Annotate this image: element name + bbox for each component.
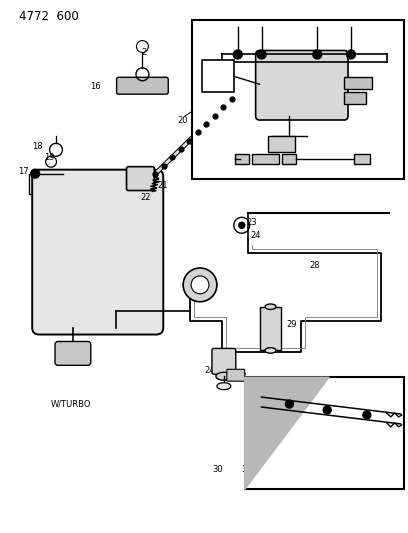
Circle shape [31,169,40,178]
Text: W/D TURBO: W/D TURBO [210,167,257,176]
FancyBboxPatch shape [55,342,91,365]
Text: 10: 10 [283,119,292,128]
Text: 11: 11 [356,148,366,157]
Text: 4772  600: 4772 600 [19,10,79,23]
Text: 16: 16 [91,82,101,91]
Bar [344,77,372,89]
FancyBboxPatch shape [227,369,245,381]
Bar [354,154,370,164]
FancyBboxPatch shape [32,169,163,335]
Text: W/O OR W/TURBO: W/O OR W/TURBO [287,379,355,389]
Text: W/TURBO: W/TURBO [51,400,91,409]
Ellipse shape [216,372,232,380]
FancyBboxPatch shape [117,77,168,94]
Circle shape [346,50,355,59]
Text: 19: 19 [44,154,54,162]
Text: 21: 21 [157,181,168,190]
Text: 1: 1 [233,20,237,29]
Bar [192,20,404,179]
Circle shape [323,406,331,414]
Text: 14: 14 [282,172,291,181]
Bar [259,306,282,350]
Ellipse shape [183,268,217,302]
Text: 7: 7 [267,127,272,136]
Circle shape [257,50,266,59]
Ellipse shape [191,276,209,294]
Text: 6: 6 [369,33,374,42]
Text: 2: 2 [378,98,383,107]
Text: 3: 3 [270,28,275,37]
Text: 22: 22 [140,193,151,202]
Text: 27: 27 [236,373,247,382]
Polygon shape [245,377,329,489]
Text: 23: 23 [246,218,257,227]
Text: 25: 25 [191,271,201,280]
FancyBboxPatch shape [256,51,348,120]
Text: 2: 2 [215,127,220,136]
Circle shape [313,50,322,59]
Text: 12: 12 [235,152,244,161]
Text: 2: 2 [249,20,254,29]
Text: 24: 24 [251,231,261,240]
Text: 1: 1 [317,20,322,29]
Text: 8: 8 [197,66,202,75]
FancyBboxPatch shape [212,349,236,374]
Text: 30: 30 [213,465,223,474]
Bar [252,154,279,164]
Text: 15: 15 [308,164,317,173]
FancyBboxPatch shape [126,167,154,190]
Ellipse shape [265,304,276,310]
Bar [268,136,295,152]
Circle shape [233,50,242,59]
Circle shape [239,222,245,228]
Bar [344,92,366,104]
Circle shape [363,411,371,419]
Text: 26: 26 [75,346,86,355]
Text: 17: 17 [18,167,29,176]
Bar [282,154,296,164]
Text: 24: 24 [205,366,215,375]
Bar [235,154,249,164]
Text: 34: 34 [381,465,392,474]
Bar [202,60,234,92]
Text: 33: 33 [348,465,359,474]
Text: 4: 4 [304,28,309,37]
Text: 31: 31 [242,465,252,474]
Ellipse shape [265,348,276,353]
Ellipse shape [217,383,231,390]
Bar [245,377,404,489]
Text: 32: 32 [299,455,310,464]
Text: 18: 18 [32,142,42,151]
Text: 7: 7 [369,84,374,93]
Text: 13: 13 [255,164,264,173]
Circle shape [286,400,293,408]
Text: 28: 28 [309,261,319,270]
Text: 9: 9 [215,56,220,65]
Text: 5: 5 [345,28,350,37]
Text: 2: 2 [142,48,147,57]
Text: 20: 20 [177,116,187,125]
Text: 29: 29 [286,320,297,329]
